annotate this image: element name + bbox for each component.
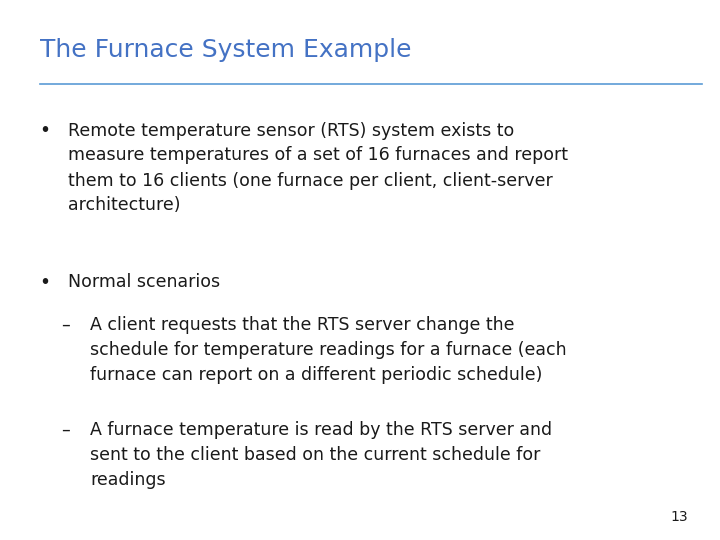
- Text: Remote temperature sensor (RTS) system exists to
measure temperatures of a set o: Remote temperature sensor (RTS) system e…: [68, 122, 568, 214]
- Text: The Furnace System Example: The Furnace System Example: [40, 38, 411, 62]
- Text: •: •: [40, 122, 50, 140]
- Text: A client requests that the RTS server change the
schedule for temperature readin: A client requests that the RTS server ch…: [90, 316, 567, 384]
- Text: A furnace temperature is read by the RTS server and
sent to the client based on : A furnace temperature is read by the RTS…: [90, 421, 552, 489]
- Text: 13: 13: [670, 510, 688, 524]
- Text: •: •: [40, 273, 50, 292]
- Text: Normal scenarios: Normal scenarios: [68, 273, 220, 291]
- Text: –: –: [61, 421, 70, 439]
- Text: –: –: [61, 316, 70, 334]
